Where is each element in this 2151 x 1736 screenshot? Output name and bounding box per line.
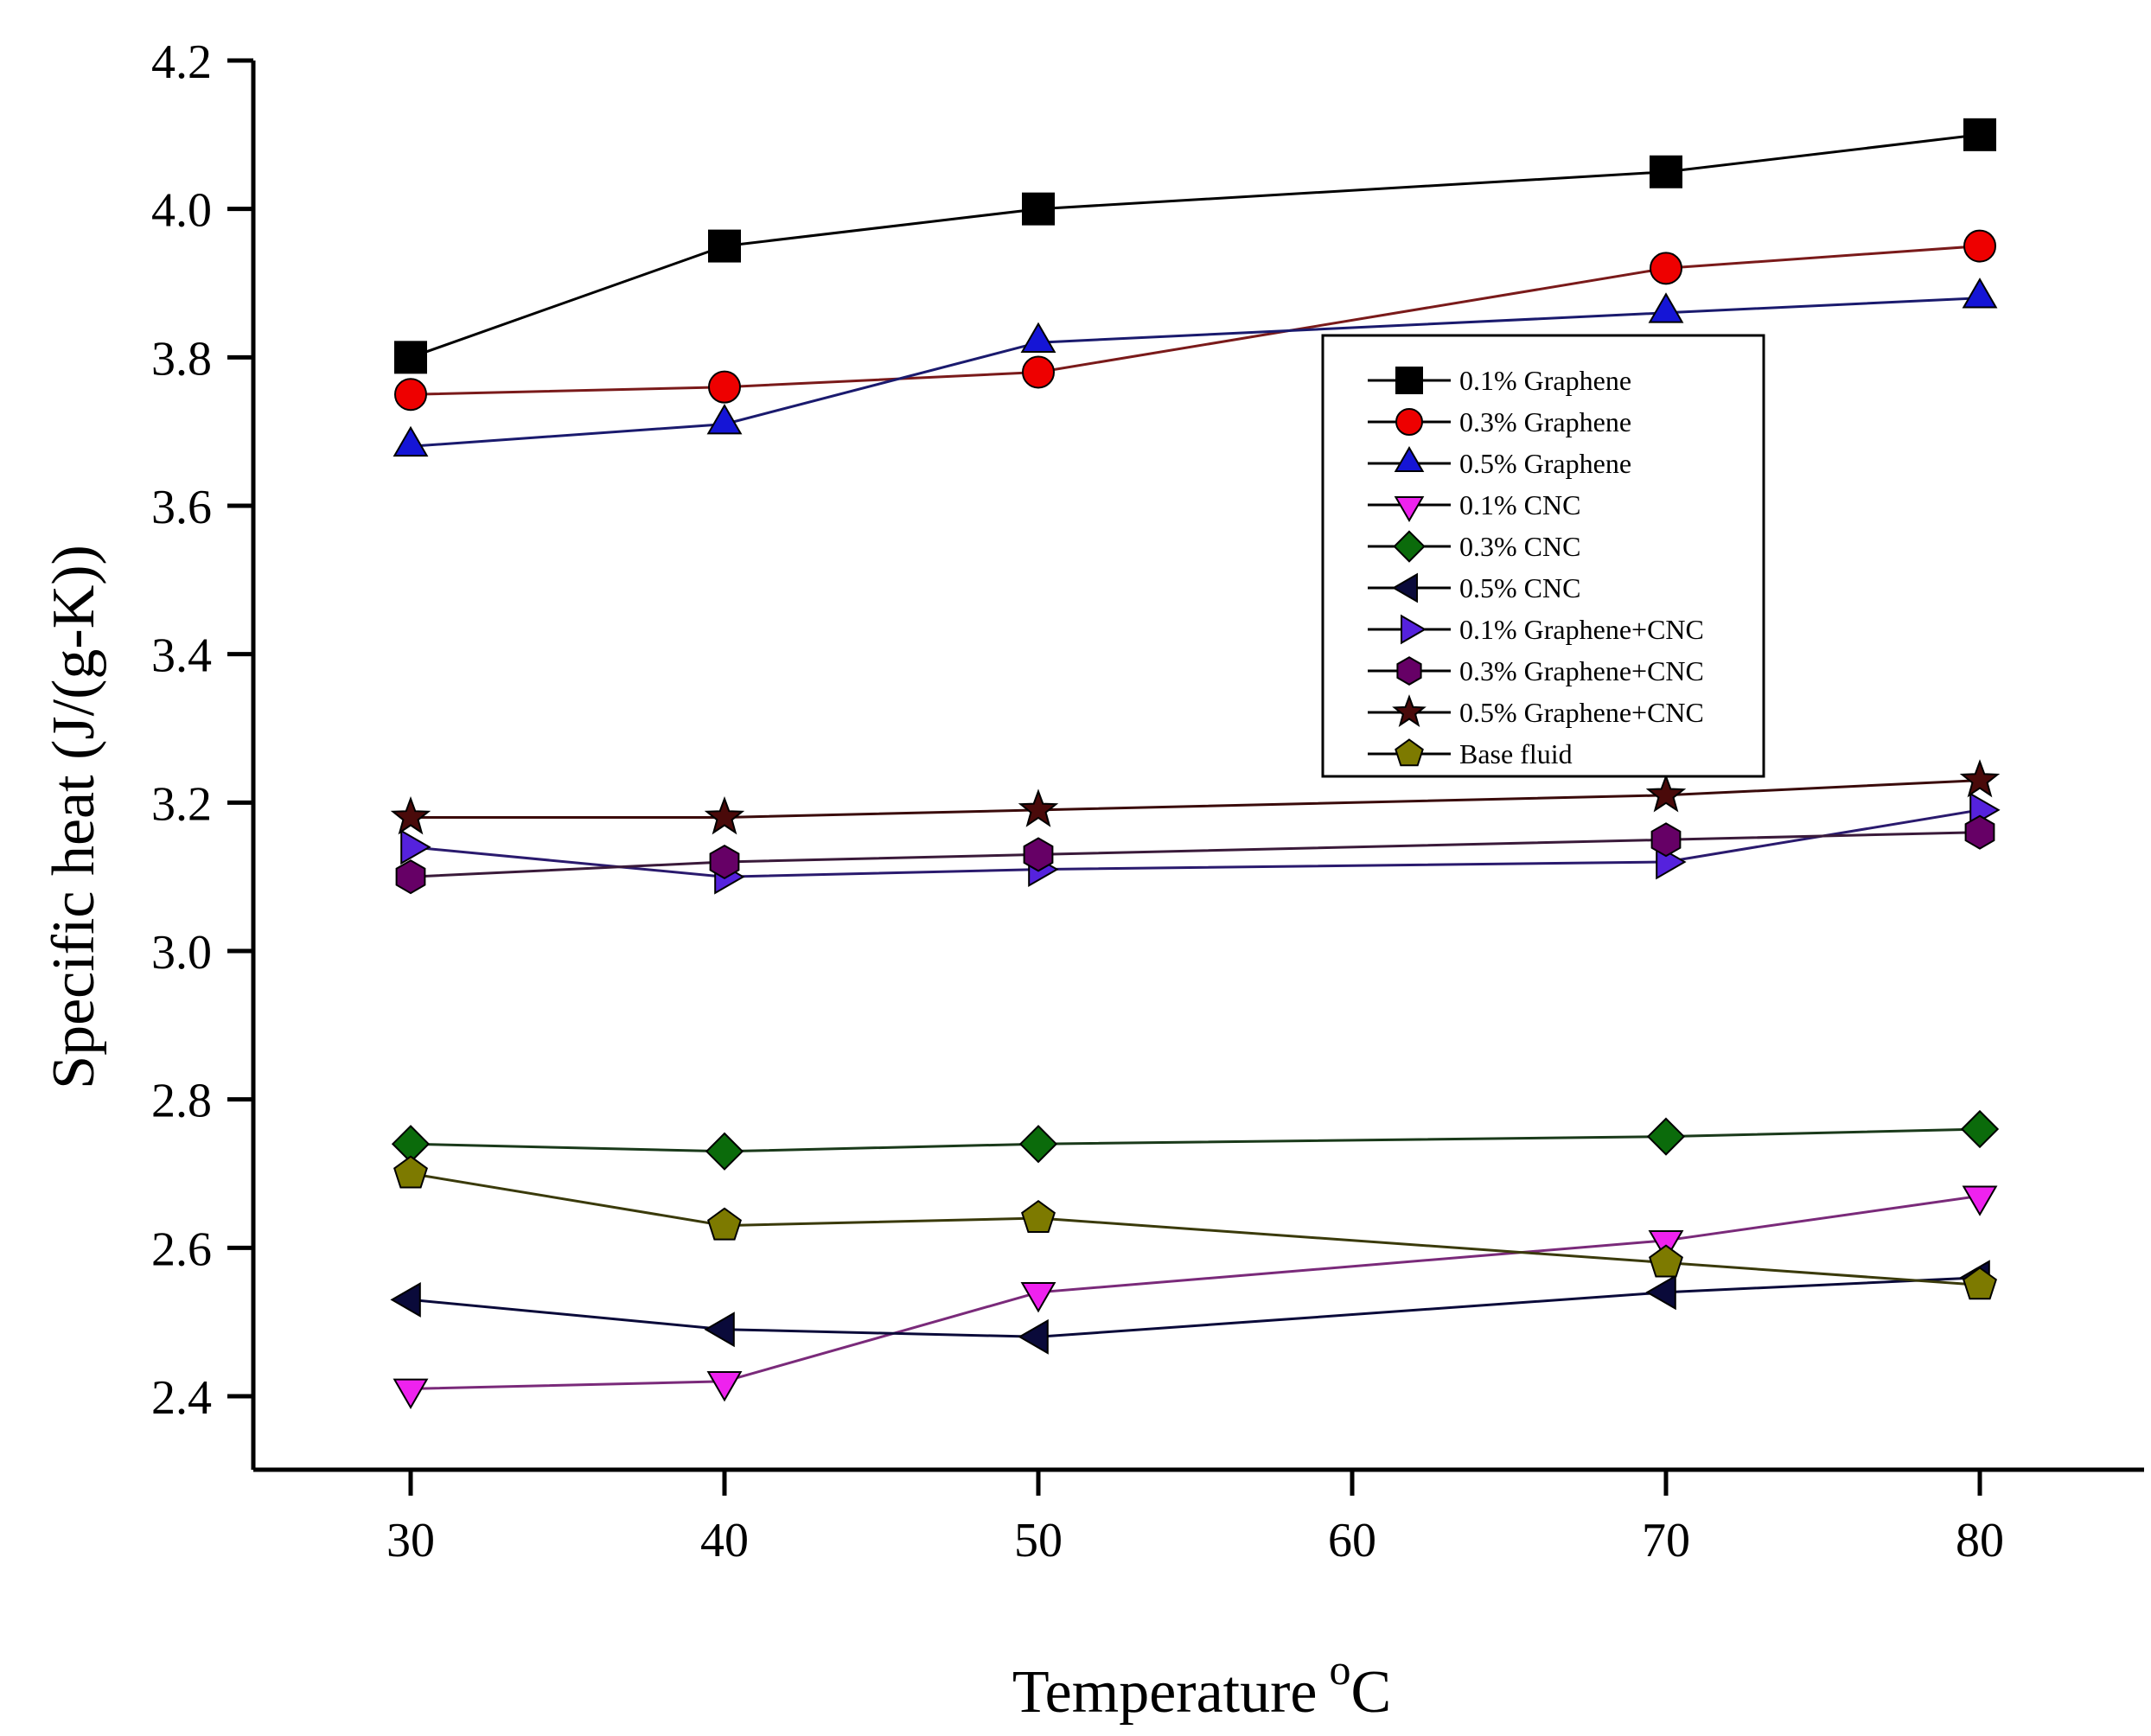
y-tick-label: 2.6: [151, 1222, 212, 1276]
legend-marker-0-1-cnc: [1394, 496, 1425, 522]
legend-marker-0-1-graphene: [1395, 367, 1423, 394]
x-tick-label: 80: [1956, 1514, 2004, 1567]
x-tick-label: 70: [1642, 1514, 1690, 1567]
y-axis-title: Specific heat (J/(g-K)): [41, 545, 107, 1089]
data-point-0-1-graphene: [1022, 192, 1055, 226]
data-point-0-1-cnc: [393, 1378, 429, 1410]
y-tick-label: 2.8: [151, 1075, 212, 1128]
y-tick-label: 4.0: [151, 184, 212, 238]
data-point-0-3-graphene: [394, 378, 427, 412]
data-point-0-3-cnc: [1018, 1125, 1058, 1164]
data-point-0-5-graphene-cnc: [1645, 774, 1687, 813]
legend-marker-0-3-graphene: [1395, 408, 1423, 436]
data-point-0-5-graphene-cnc: [1959, 759, 2001, 798]
data-point-0-5-graphene: [1648, 292, 1684, 323]
data-point-0-3-cnc: [1960, 1109, 2000, 1149]
data-point-0-1-graphene: [394, 341, 427, 374]
data-point-base-fluid: [393, 1155, 428, 1189]
data-point-0-3-cnc: [1646, 1117, 1686, 1156]
data-point-0-3-graphene: [1650, 252, 1682, 285]
x-tick-label: 30: [386, 1514, 435, 1567]
data-point-0-5-graphene: [1962, 278, 1998, 309]
data-point-0-5-graphene-cnc: [704, 796, 745, 835]
axes: [251, 61, 2144, 1472]
data-point-base-fluid: [1021, 1199, 1056, 1233]
x-tick-label: 60: [1328, 1514, 1376, 1567]
data-point-0-1-cnc: [1962, 1185, 1998, 1216]
y-tick-label: 3.6: [151, 481, 212, 534]
data-point-base-fluid: [707, 1207, 742, 1241]
x-axis-title-unit: C: [1350, 1659, 1391, 1726]
legend-label-0-3-cnc: 0.3% CNC: [1459, 531, 1580, 562]
data-point-0-5-graphene-cnc: [390, 796, 431, 835]
legend-marker-0-5-graphene: [1394, 446, 1425, 472]
legend-label-0-1-graphene: 0.1% Graphene: [1459, 365, 1631, 396]
legend-marker-0-3-cnc: [1393, 530, 1426, 563]
legend-label-0-3-graphene: 0.3% Graphene: [1459, 406, 1631, 437]
series-markers: [390, 118, 2001, 1410]
data-point-0-3-graphene-cnc: [709, 844, 740, 880]
y-tick-label: 4.2: [151, 35, 212, 89]
legend-marker-0-5-cnc: [1392, 572, 1418, 603]
x-axis-title-main: Temperature: [1012, 1659, 1318, 1726]
data-point-0-5-cnc: [1018, 1318, 1049, 1355]
legend-marker-base-fluid: [1395, 738, 1424, 767]
y-tick-label: 3.8: [151, 332, 212, 386]
legend-label-0-5-graphene-cnc: 0.5% Graphene+CNC: [1459, 697, 1704, 728]
data-point-0-1-graphene: [1650, 155, 1682, 188]
legend-marker-0-3-graphene-cnc: [1396, 656, 1422, 686]
data-point-0-5-cnc: [1645, 1274, 1676, 1311]
data-point-0-3-graphene-cnc: [1964, 814, 1995, 850]
data-point-0-3-graphene-cnc: [1650, 822, 1682, 858]
legend-label-base-fluid: Base fluid: [1459, 738, 1573, 769]
x-axis-title-superscript: o: [1329, 1645, 1350, 1694]
data-point-0-3-cnc: [705, 1132, 744, 1171]
data-point-0-5-graphene-cnc: [1018, 788, 1059, 827]
legend-label-0-1-graphene-cnc: 0.1% Graphene+CNC: [1459, 614, 1704, 645]
y-tick-label: 3.2: [151, 777, 212, 831]
x-ticks: 30 40 50 60 70 80: [386, 1470, 2004, 1567]
data-point-0-5-cnc: [390, 1281, 421, 1318]
legend-label-0-5-cnc: 0.5% CNC: [1459, 572, 1580, 603]
data-point-0-1-cnc: [1020, 1282, 1056, 1313]
data-point-0-3-graphene: [1022, 355, 1055, 389]
data-point-0-1-graphene-cnc: [400, 829, 431, 865]
x-tick-label: 40: [700, 1514, 749, 1567]
legend: 0.1% Graphene 0.3% Graphene 0.5% Graphene 0…: [1321, 334, 1765, 778]
data-point-0-3-graphene: [1963, 229, 1996, 263]
y-ticks: 2.4 2.6 2.8 3.0 3.2 3.4 3.6 3.8 4.0 4.2: [151, 35, 253, 1425]
data-point-0-5-graphene: [1020, 322, 1056, 353]
data-point-0-1-cnc: [706, 1371, 743, 1402]
legend-marker-0-1-graphene-cnc: [1401, 614, 1427, 645]
x-tick-label: 50: [1014, 1514, 1063, 1567]
legend-label-0-5-graphene: 0.5% Graphene: [1459, 448, 1631, 479]
data-point-0-5-graphene: [393, 425, 429, 457]
data-point-0-1-graphene: [1963, 118, 1996, 151]
data-point-0-3-graphene: [708, 370, 741, 404]
data-point-base-fluid: [1649, 1244, 1683, 1278]
y-tick-label: 2.4: [151, 1371, 212, 1425]
data-point-0-3-graphene-cnc: [1023, 837, 1054, 872]
x-axis-title: Temperature oC: [1012, 1645, 1391, 1726]
data-point-base-fluid: [1963, 1267, 1997, 1300]
data-point-0-5-cnc: [704, 1312, 735, 1348]
y-tick-label: 3.4: [151, 629, 212, 683]
y-tick-label: 3.0: [151, 926, 212, 980]
data-point-0-1-graphene: [708, 229, 741, 263]
data-point-0-5-graphene: [706, 403, 743, 435]
legend-label-0-1-cnc: 0.1% CNC: [1459, 489, 1580, 520]
legend-label-0-3-graphene-cnc: 0.3% Graphene+CNC: [1459, 655, 1704, 686]
data-point-0-3-graphene-cnc: [395, 859, 426, 895]
legend-box: [1321, 334, 1765, 778]
legend-marker-0-5-graphene-cnc: [1392, 694, 1427, 727]
